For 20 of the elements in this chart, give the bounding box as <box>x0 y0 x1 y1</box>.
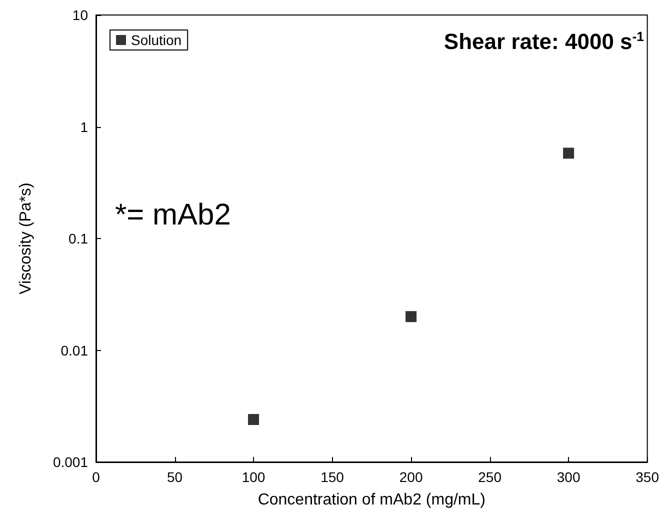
x-axis-title: Concentration of mAb2 (mg/mL) <box>258 492 486 508</box>
point <box>563 148 574 159</box>
y-tick-label: 0.001 <box>52 454 88 470</box>
y-tick-label: 0.1 <box>68 230 88 246</box>
x-tick-label: 150 <box>320 469 344 485</box>
y-axis-title: Viscosity (Pa*s) <box>18 182 34 294</box>
y-tick-label: 0.01 <box>60 342 88 358</box>
x-tick-label: 200 <box>399 469 423 485</box>
x-tick-label: 0 <box>92 469 100 485</box>
point <box>248 414 260 426</box>
x-tick-label: 350 <box>636 469 660 485</box>
x-tick-label: 250 <box>478 469 502 485</box>
y-tick-label: 1 <box>80 118 88 135</box>
legend-label: Solution <box>131 32 182 48</box>
x-tick-label: 300 <box>556 469 580 485</box>
y-tick-label: 10 <box>72 7 88 23</box>
point <box>406 311 417 322</box>
annotation: *= mAb2 <box>115 198 231 232</box>
x-tick-label: 50 <box>166 469 183 485</box>
x-tick-label: 100 <box>242 469 266 485</box>
